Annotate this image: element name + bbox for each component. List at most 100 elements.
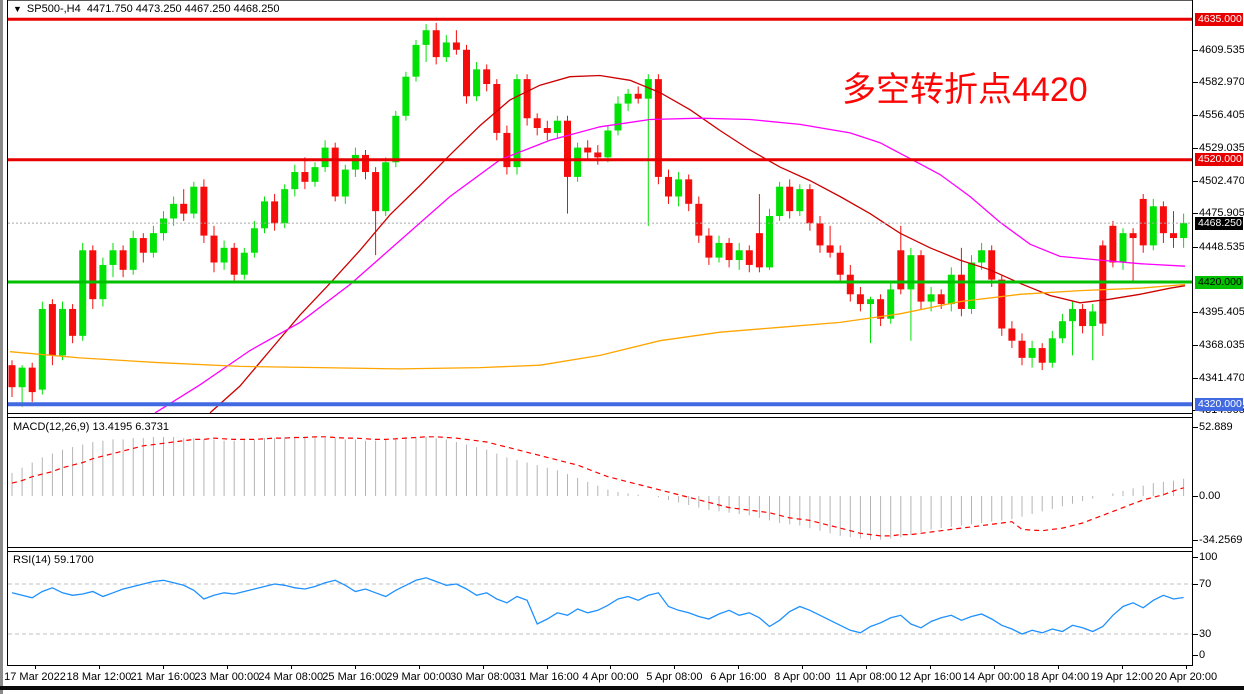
axis-tick	[1193, 311, 1198, 313]
time-axis-tick	[354, 666, 356, 669]
window-left-border	[0, 0, 3, 694]
rsi-axis-label: 30	[1199, 627, 1212, 640]
axis-tick	[1193, 114, 1198, 116]
panel-separator[interactable]	[8, 547, 1193, 548]
price-level-badge: 4520.000	[1195, 153, 1243, 167]
candle-bull	[109, 250, 117, 265]
candle-bear	[786, 186, 794, 212]
price-axis[interactable]: 4609.535 4582.970 4556.405 4529.035 4502.470…	[1193, 0, 1244, 666]
ohlc-values-label: 4471.750 4473.250 4467.250 4468.250	[86, 3, 280, 15]
time-axis-tick	[226, 666, 228, 669]
time-axis-tick	[866, 666, 868, 669]
candle-bull	[291, 172, 299, 190]
candle-bear	[1038, 348, 1046, 363]
axis-tick	[1193, 213, 1198, 215]
candle-bear	[826, 245, 834, 253]
candle-bear	[271, 201, 279, 224]
time-tick-label: 23 Mar 00:00	[194, 671, 260, 683]
candle-bear	[998, 279, 1006, 329]
price-tick-label: 4609.535	[1199, 43, 1244, 56]
price-level-badge: 4420.000	[1195, 275, 1243, 289]
time-axis-tick	[610, 666, 612, 669]
candle-bear	[665, 176, 672, 197]
candle-bear	[200, 186, 208, 236]
candle-bear	[695, 203, 703, 236]
candle-bear	[957, 274, 965, 309]
chart-left-border	[7, 0, 8, 666]
time-tick-label: 4 Apr 00:00	[582, 671, 639, 683]
panel-separator[interactable]	[8, 413, 1193, 414]
candle-bull	[382, 162, 390, 212]
candle-bull	[1069, 308, 1076, 322]
candle-bear	[1129, 233, 1137, 239]
candle-bear	[1109, 225, 1117, 263]
axis-tick	[1193, 427, 1198, 429]
candle-bear	[685, 179, 693, 204]
candle-bull	[776, 186, 784, 217]
candle-bear	[1008, 328, 1016, 341]
time-axis-tick	[1058, 666, 1060, 669]
time-tick-label: 8 Apr 00:00	[774, 671, 831, 683]
candle-bear	[48, 304, 56, 356]
axis-tick	[1193, 539, 1198, 541]
candle-bull	[766, 216, 773, 268]
candle-bull	[351, 154, 359, 170]
price-level-badge: 4635.000	[1195, 12, 1243, 26]
candle-bull	[412, 44, 420, 77]
axis-tick	[1193, 82, 1198, 84]
axis-tick	[1193, 246, 1198, 248]
price-level-badge: 4468.250	[1195, 216, 1243, 230]
axis-tick	[1193, 495, 1198, 497]
time-axis-tick	[994, 666, 996, 669]
candle-bear	[836, 252, 844, 275]
candle-bull	[1058, 321, 1066, 339]
axis-tick	[1193, 654, 1198, 656]
candle-bull	[59, 308, 66, 356]
candle-bull	[38, 308, 46, 390]
candle-bull	[604, 130, 612, 158]
chart-right-border	[1192, 0, 1193, 666]
time-axis-tick	[930, 666, 932, 669]
candle-bull	[1180, 223, 1188, 239]
time-tick-label: 18 Apr 04:00	[1026, 671, 1090, 683]
time-axis-tick	[674, 666, 676, 669]
candle-bull	[644, 79, 652, 99]
ma-slow-orange	[9, 283, 1186, 370]
price-tick-label: 4556.405	[1199, 108, 1244, 121]
time-axis-tick	[98, 666, 100, 669]
axis-tick	[1193, 377, 1198, 379]
candle-bull	[190, 186, 198, 214]
candle-bear	[69, 308, 77, 336]
time-tick-label: 12 Apr 16:00	[898, 671, 962, 683]
axis-tick	[1193, 556, 1198, 558]
ma-fast-red	[209, 74, 1186, 414]
candle-bear	[493, 84, 501, 133]
horizontal-scrollbar[interactable]	[0, 686, 1244, 690]
candle-bear	[543, 128, 551, 133]
candle-bull	[129, 238, 137, 270]
candle-bull	[250, 228, 258, 253]
time-tick-label: 19 Apr 12:00	[1090, 671, 1154, 683]
candle-bull	[160, 218, 167, 234]
candle-bear	[654, 79, 662, 177]
candle-bull	[392, 115, 400, 163]
candle-bull	[867, 299, 874, 305]
candle-bear	[463, 49, 470, 97]
time-tick-label: 25 Mar 16:00	[322, 671, 388, 683]
time-tick-label: 24 Mar 08:00	[258, 671, 324, 683]
macd-axis-label: 0.00	[1199, 489, 1221, 502]
chart-header: ▼ SP500-,H4 4471.750 4473.250 4467.250 44…	[13, 3, 280, 16]
price-tick-label: 4448.535	[1199, 240, 1244, 253]
candle-bear	[483, 69, 491, 85]
candle-bear	[1079, 308, 1087, 327]
symbol-dropdown-icon[interactable]: ▼	[13, 4, 22, 14]
candle-bull	[978, 250, 986, 263]
candle-bear	[1018, 340, 1026, 358]
chart-top-border	[8, 0, 1192, 1]
time-axis[interactable]: 17 Mar 2022 18 Mar 12:00 21 Mar 16:00 23 Ma…	[0, 666, 1244, 686]
candle-bear	[503, 132, 511, 168]
time-axis-tick	[418, 666, 420, 669]
candle-bear	[1139, 198, 1147, 246]
